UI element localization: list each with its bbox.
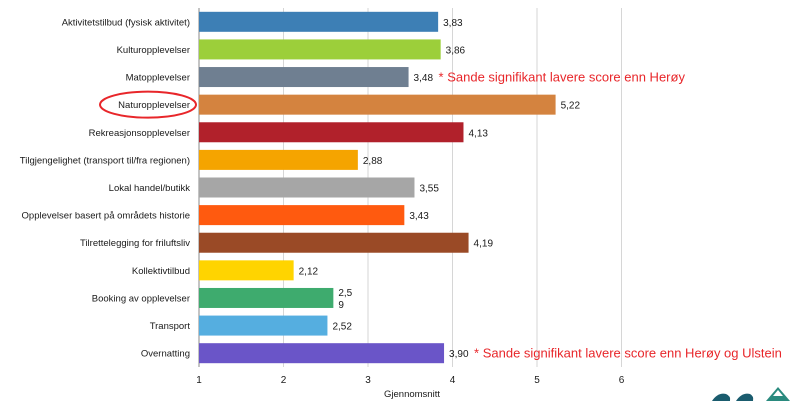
logo-mark: [712, 387, 790, 401]
x-tick-label: 2: [281, 375, 287, 386]
bar: [199, 177, 415, 198]
value-label: 2,52: [332, 322, 352, 333]
annotation-note: * Sande signifikant lavere score enn Her…: [439, 70, 686, 85]
bar: [199, 149, 358, 170]
value-label: 3,83: [443, 18, 463, 29]
category-label: Naturopplevelser: [118, 100, 190, 111]
value-label: 4,13: [468, 128, 488, 139]
value-labels: 3,83 3,86 3,48 5,22 4,13 2,88 3,55 3,43 4,19 2,12…: [299, 18, 581, 360]
value-label: 3,48: [414, 73, 434, 84]
bar: [199, 39, 441, 60]
bar: [199, 343, 445, 364]
bar: [199, 232, 469, 253]
bar: [199, 315, 328, 336]
x-tick-label: 6: [619, 375, 625, 386]
category-label: Transport: [150, 321, 191, 332]
category-label: Kollektivtilbud: [132, 266, 190, 277]
value-label: 2,12: [299, 266, 319, 277]
bar: [199, 122, 464, 143]
value-label: 3,90: [449, 349, 469, 360]
annotation-note: * Sande signifikant lavere score enn Her…: [474, 346, 782, 361]
category-label: Tilrettelegging for friluftsliv: [80, 238, 190, 249]
value-label: 4,19: [474, 239, 494, 250]
bar: [199, 260, 294, 281]
category-label: Rekreasjonsopplevelser: [89, 128, 190, 139]
bars: [199, 11, 556, 364]
x-tick-label: 1: [196, 375, 202, 386]
value-label: 2,5 9: [338, 288, 352, 311]
x-tick-label: 4: [450, 375, 456, 386]
x-axis-ticks: 1 2 3 4 5 6: [196, 375, 625, 386]
x-tick-label: 3: [365, 375, 371, 386]
value-label: 3,55: [419, 184, 439, 195]
category-label: Booking av opplevelser: [92, 293, 190, 304]
category-label: Matopplevelser: [126, 73, 190, 84]
x-tick-label: 5: [534, 375, 540, 386]
category-label: Overnatting: [141, 349, 190, 360]
category-label: Opplevelser basert på områdets historie: [22, 211, 190, 222]
highlight-ellipse: [99, 90, 197, 119]
category-label: Aktivitetstilbud (fysisk aktivitet): [62, 17, 190, 28]
bar: [199, 67, 409, 88]
category-labels: Aktivitetstilbud (fysisk aktivitet) Kultu…: [20, 17, 197, 360]
category-label: Lokal handel/butikk: [109, 183, 191, 194]
bar: [199, 94, 556, 115]
bar: [199, 11, 439, 32]
value-label: 5,22: [561, 101, 581, 112]
value-label: 3,43: [409, 211, 429, 222]
category-label: Kulturopplevelser: [117, 45, 190, 56]
annotations: * Sande signifikant lavere score enn Her…: [439, 70, 782, 361]
value-label: 2,88: [363, 156, 383, 167]
value-label: 3,86: [446, 45, 466, 56]
bar: [199, 287, 334, 308]
x-axis-title: Gjennomsnitt: [384, 389, 440, 400]
bar: [199, 205, 405, 226]
category-label: Tilgjengelighet (transport til/fra regio…: [20, 155, 190, 166]
